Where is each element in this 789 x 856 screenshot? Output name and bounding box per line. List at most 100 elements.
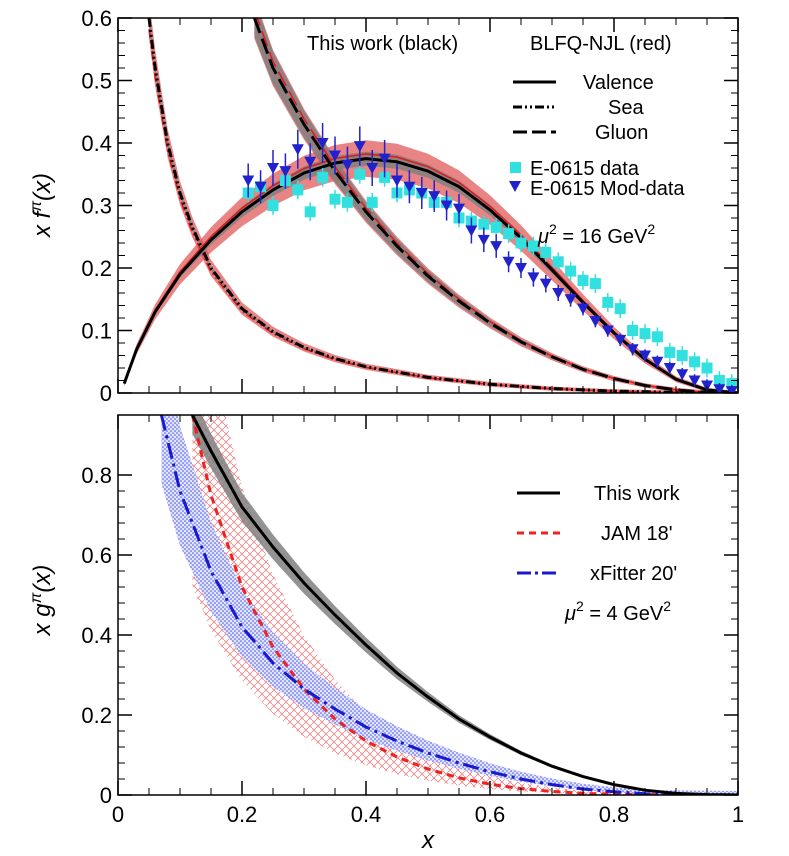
e615-data-point xyxy=(341,196,353,208)
e615-mod-data-point xyxy=(415,188,428,199)
bottom-panel: 0 0.2 0.4 0.6 0.8 0 0.2 0.4 0.6 0.8 1 x gπ(x) x Th… xyxy=(28,414,744,854)
e615-mod-data-point xyxy=(428,191,441,203)
e615-mod-data-point xyxy=(329,150,341,162)
bottom-uncertainty-bands xyxy=(161,415,738,795)
e615-data-point xyxy=(267,200,279,211)
e615-mod-data-point xyxy=(589,316,602,328)
e615-mod-data-point xyxy=(552,288,565,299)
e615-mod-data-point xyxy=(713,384,726,393)
legend-label-gluon: Gluon xyxy=(595,122,648,144)
bottom-x-tick-label: 0.8 xyxy=(599,802,630,827)
e615-data-point xyxy=(540,246,552,258)
e615-data-point xyxy=(726,378,738,390)
e615-mod-data-point xyxy=(577,303,589,315)
top-y-tick-label: 0.1 xyxy=(81,319,112,344)
legend-label-e615: E-0615 data xyxy=(530,158,640,180)
e615-mod-data-point xyxy=(341,159,354,171)
e615-mod-data-point xyxy=(490,241,503,253)
top-scale-label: μ2 = 16 GeV2 xyxy=(537,221,655,248)
e615-mod-data-point xyxy=(403,181,416,193)
e615-mod-data-point xyxy=(663,363,676,374)
e615-mod-data-point xyxy=(651,356,664,368)
e615-data-point xyxy=(515,237,527,249)
legend-label-sea: Sea xyxy=(608,97,644,119)
e615-data-point xyxy=(689,356,701,368)
legend-marker-e615 xyxy=(510,162,521,173)
legend-label-xfitter: xFitter 20' xyxy=(590,563,677,585)
e615-data-point xyxy=(589,278,601,290)
e615-data-point xyxy=(552,256,564,268)
e615-data-point xyxy=(676,350,688,361)
e615-mod-data-point xyxy=(688,375,701,387)
e615-mod-data-point xyxy=(267,163,279,174)
bottom-x-tick-label: 0.4 xyxy=(351,802,382,827)
e615-data-point xyxy=(292,184,304,196)
legend-header-this-work: This work (black) xyxy=(307,33,458,55)
e615-mod-data-point xyxy=(304,156,317,168)
e615-data-point xyxy=(701,362,713,374)
legend-label-jam: JAM 18' xyxy=(601,523,673,545)
e615-data-point xyxy=(317,171,329,183)
e615-mod-data-point xyxy=(614,334,627,346)
e615-mod-data-point xyxy=(465,225,478,237)
e615-data-point xyxy=(577,275,589,286)
e615-data-point xyxy=(664,346,676,358)
e615-mod-data-point xyxy=(601,325,614,337)
e615-mod-data-point xyxy=(626,344,639,356)
top-y-tick-label: 0 xyxy=(100,381,112,406)
e615-data-point xyxy=(304,206,316,218)
bottom-x-tick-label: 0 xyxy=(112,802,124,827)
e615-data-point xyxy=(627,325,639,336)
e615-data-point xyxy=(366,196,378,208)
e615-data-point xyxy=(639,328,651,340)
bottom-x-tick-label: 1 xyxy=(732,802,744,827)
e615-mod-data-point xyxy=(353,141,366,153)
this-work-curve-gluon xyxy=(252,18,738,393)
e615-mod-data-point xyxy=(391,175,403,187)
legend-header-blfq: BLFQ-NJL (red) xyxy=(530,33,672,55)
e615-mod-data-point xyxy=(316,138,329,149)
bottom-y-axis-title: x gπ(x) xyxy=(28,565,56,637)
jam-band xyxy=(192,415,738,795)
this-work-band xyxy=(192,415,738,795)
e615-mod-data-point xyxy=(725,386,738,393)
bottom-y-tick-label: 0.8 xyxy=(81,463,112,488)
e615-mod-data-point xyxy=(440,200,453,212)
e615-data-point xyxy=(651,331,663,343)
e615-mod-data-point xyxy=(453,203,465,215)
e615-mod-data-point xyxy=(639,350,651,362)
top-y-tick-label: 0.4 xyxy=(81,131,112,156)
blfq-curve-sea xyxy=(148,29,738,393)
e615-mod-data-point xyxy=(564,294,577,306)
e615-data-point xyxy=(614,303,626,315)
bottom-y-tick-label: 0 xyxy=(100,783,112,808)
e615-data-point xyxy=(565,265,577,277)
top-y-tick-label: 0.2 xyxy=(81,256,112,281)
top-panel: 0 0.1 0.2 0.3 0.4 0.5 0.6 x fπ(x) This work (b… xyxy=(28,6,739,406)
top-y-tick-label: 0.3 xyxy=(81,194,112,219)
e615-mod-data-point xyxy=(378,153,391,165)
e615-mod-data-point xyxy=(502,256,515,268)
top-y-axis-title: x fπ(x) xyxy=(28,173,56,238)
e615-data-point xyxy=(713,375,725,386)
e615-mod-data-point xyxy=(366,163,379,174)
e615-mod-data-point xyxy=(279,166,292,178)
e615-data-point xyxy=(527,240,539,252)
legend-marker-e615-mod xyxy=(509,181,521,192)
bottom-y-tick-label: 0.2 xyxy=(81,703,112,728)
bottom-x-tick-label: 0.6 xyxy=(475,802,506,827)
this-work-curve-sea xyxy=(147,18,738,393)
top-y-tick-label: 0.5 xyxy=(81,69,112,94)
e615-mod-data-point xyxy=(515,263,527,274)
blfq-curve-gluon xyxy=(256,18,738,393)
e615-data-point xyxy=(329,193,341,205)
e615-data-point xyxy=(478,218,490,230)
e615-mod-data-point xyxy=(539,278,552,290)
e615-data-point xyxy=(354,168,366,180)
top-data-points xyxy=(242,123,738,393)
e615-mod-data-point xyxy=(527,272,540,284)
bottom-scale-label: μ2 = 4 GeV2 xyxy=(564,598,671,625)
e615-data-point xyxy=(490,221,502,233)
e615-data-point xyxy=(602,296,614,308)
